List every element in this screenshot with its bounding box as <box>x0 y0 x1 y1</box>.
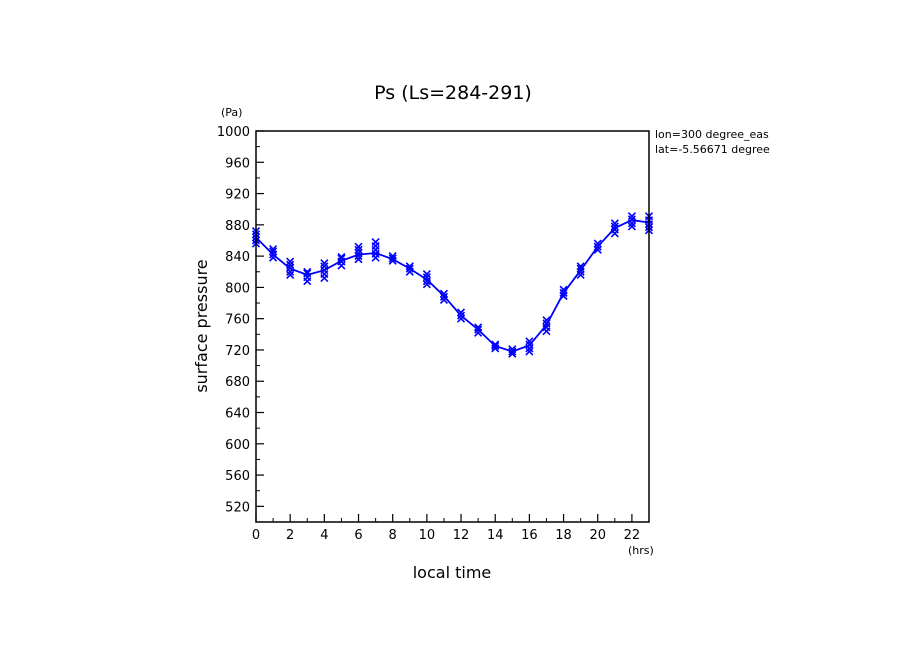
data-point-marker <box>576 262 585 271</box>
y-tick-label: 760 <box>225 313 250 328</box>
data-point-marker <box>576 270 585 279</box>
data-series <box>251 212 654 358</box>
data-point-marker <box>286 260 295 269</box>
data-point-marker <box>525 337 534 346</box>
x-tick-label: 10 <box>419 528 436 543</box>
data-point-marker <box>354 242 363 251</box>
axis-ticks: 0 2 4 6 8 10 12 14 16 18 20 22 520 560 600 640 680 720 760… <box>217 125 650 543</box>
data-point-marker <box>269 253 278 262</box>
data-point-marker <box>610 225 619 234</box>
data-point-marker <box>354 255 363 264</box>
data-point-marker <box>456 311 466 320</box>
data-point-marker <box>474 323 483 332</box>
data-point-marker <box>337 252 346 261</box>
data-point-marker <box>388 252 397 261</box>
data-point-marker <box>422 270 431 279</box>
y-tick-label: 1000 <box>217 125 250 140</box>
y-tick-label: 840 <box>225 250 250 265</box>
data-point-marker <box>559 285 568 294</box>
data-point-marker <box>610 222 619 231</box>
data-point-marker <box>456 314 466 323</box>
x-tick-label: 16 <box>521 528 538 543</box>
data-point-marker <box>593 245 602 254</box>
data-point-marker <box>508 347 517 356</box>
data-point-marker <box>371 237 380 247</box>
plot-frame <box>255 130 650 523</box>
y-tick-label: 720 <box>225 344 250 359</box>
x-tick-label: 14 <box>487 528 504 543</box>
x-axis-title: local time <box>413 563 492 582</box>
data-point-marker <box>491 340 500 349</box>
data-point-marker <box>474 325 483 334</box>
data-point-marker <box>405 264 414 273</box>
chart-title: Ps (Ls=284-291) <box>374 82 532 104</box>
x-tick-label: 18 <box>555 528 572 543</box>
x-tick-label: 2 <box>286 528 294 543</box>
x-tick-label: 4 <box>320 528 328 543</box>
x-tick-label: 22 <box>624 528 641 543</box>
data-point-marker <box>439 289 449 298</box>
y-tick-label: 640 <box>225 407 250 422</box>
data-point-marker <box>354 252 363 261</box>
data-point-marker <box>456 308 466 317</box>
data-point-marker <box>559 291 568 301</box>
data-point-marker <box>422 280 431 289</box>
data-point-marker <box>542 319 551 328</box>
x-tick-label: 6 <box>354 528 362 543</box>
data-point-marker <box>320 262 329 271</box>
annotation-lat: lat=-5.56671 degree <box>655 143 770 156</box>
y-tick-label: 560 <box>225 469 250 484</box>
data-point-marker <box>303 267 312 276</box>
data-point-marker <box>320 259 329 268</box>
data-point-marker <box>627 212 636 221</box>
y-tick-label: 680 <box>225 375 250 390</box>
data-point-marker <box>286 257 295 266</box>
y-unit-label: (Pa) <box>221 106 242 119</box>
y-tick-label: 880 <box>225 219 250 234</box>
data-point-marker <box>593 239 602 248</box>
data-point-marker <box>627 222 636 231</box>
x-tick-label: 0 <box>252 528 260 543</box>
data-point-marker <box>610 219 619 228</box>
data-point-marker <box>525 347 534 356</box>
data-point-marker <box>559 288 568 297</box>
data-point-marker <box>269 247 278 256</box>
data-point-marker <box>542 316 551 325</box>
data-point-marker <box>439 295 449 304</box>
y-axis-title: surface pressure <box>192 259 211 392</box>
data-point-marker <box>593 242 602 251</box>
data-point-marker <box>405 262 414 271</box>
data-point-marker <box>269 245 278 254</box>
x-tick-label: 8 <box>389 528 397 543</box>
data-point-marker <box>337 254 346 263</box>
data-point-marker <box>303 269 312 278</box>
data-point-marker <box>286 270 295 279</box>
x-tick-label: 12 <box>453 528 470 543</box>
data-point-marker <box>525 340 534 349</box>
data-point-marker <box>388 254 397 263</box>
y-tick-label: 520 <box>225 500 250 515</box>
x-tick-label: 20 <box>589 528 606 543</box>
y-tick-label: 600 <box>225 438 250 453</box>
data-point-marker <box>439 292 449 301</box>
data-point-marker <box>354 248 363 258</box>
annotation-lon: lon=300 degree_eas <box>655 128 769 141</box>
data-point-marker <box>422 273 431 282</box>
y-tick-label: 800 <box>225 281 250 296</box>
data-point-marker <box>354 245 363 254</box>
series-line <box>255 219 650 353</box>
data-point-marker <box>576 264 585 273</box>
data-point-marker <box>508 345 517 354</box>
x-unit-label: (hrs) <box>628 544 654 557</box>
data-point-marker <box>491 341 500 351</box>
y-tick-label: 960 <box>225 156 250 171</box>
data-point-marker <box>627 215 636 224</box>
y-tick-label: 920 <box>225 188 250 203</box>
data-point-marker <box>286 263 295 272</box>
